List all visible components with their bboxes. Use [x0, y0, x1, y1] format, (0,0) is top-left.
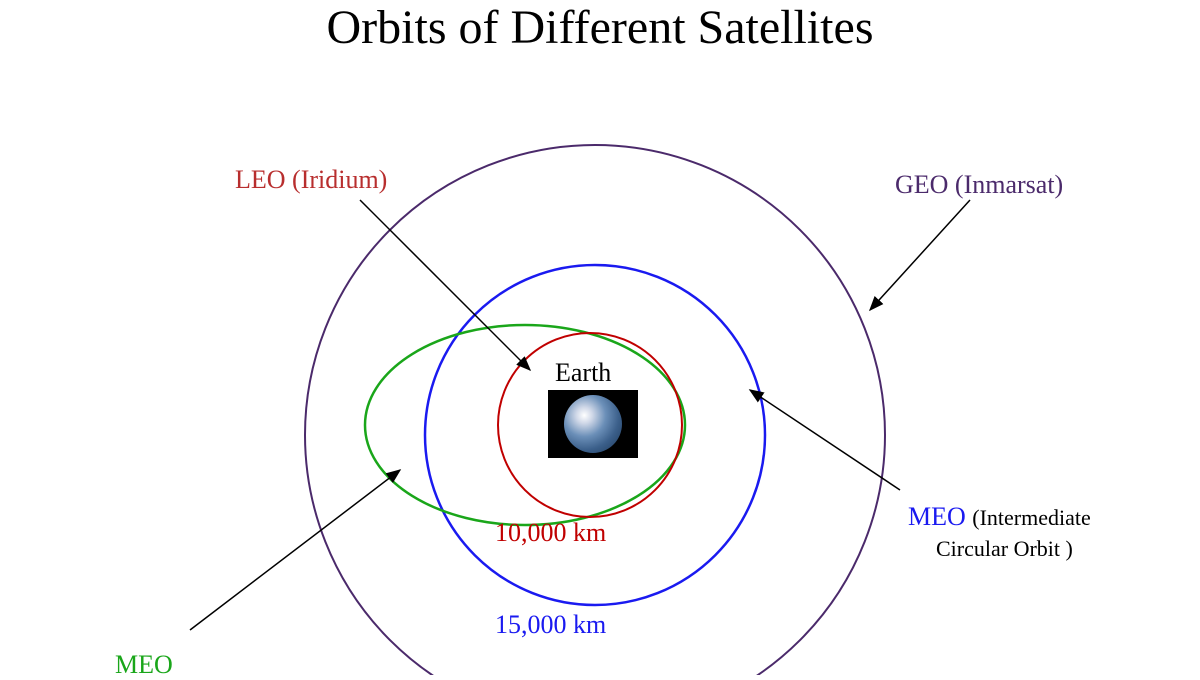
- meo-circular-label: MEO (Intermediate Circular Orbit ): [908, 500, 1091, 565]
- earth-label: Earth: [555, 358, 611, 388]
- meo-distance: 15,000 km: [495, 610, 606, 640]
- leo-arrow: [360, 200, 530, 370]
- leo-label: LEO (Iridium): [235, 165, 387, 195]
- geo-label: GEO (Inmarsat): [895, 170, 1063, 200]
- meo-elliptical-label: MEO: [115, 650, 173, 680]
- meo-text-main: MEO: [908, 502, 972, 531]
- orbit-diagram: Earth LEO (Iridium) GEO (Inmarsat) MEO (…: [0, 70, 1200, 675]
- earth-image: [548, 390, 638, 458]
- geo-arrow: [870, 200, 970, 310]
- page-title: Orbits of Different Satellites: [327, 0, 874, 55]
- meo-text-sub1: (Intermediate: [972, 505, 1091, 530]
- meo-text-sub2: Circular Orbit ): [936, 536, 1073, 561]
- meo-circle-arrow: [750, 390, 900, 490]
- earth-globe-icon: [564, 395, 622, 453]
- leo-distance: 10,000 km: [495, 518, 606, 548]
- meo-ellipse-arrow: [190, 470, 400, 630]
